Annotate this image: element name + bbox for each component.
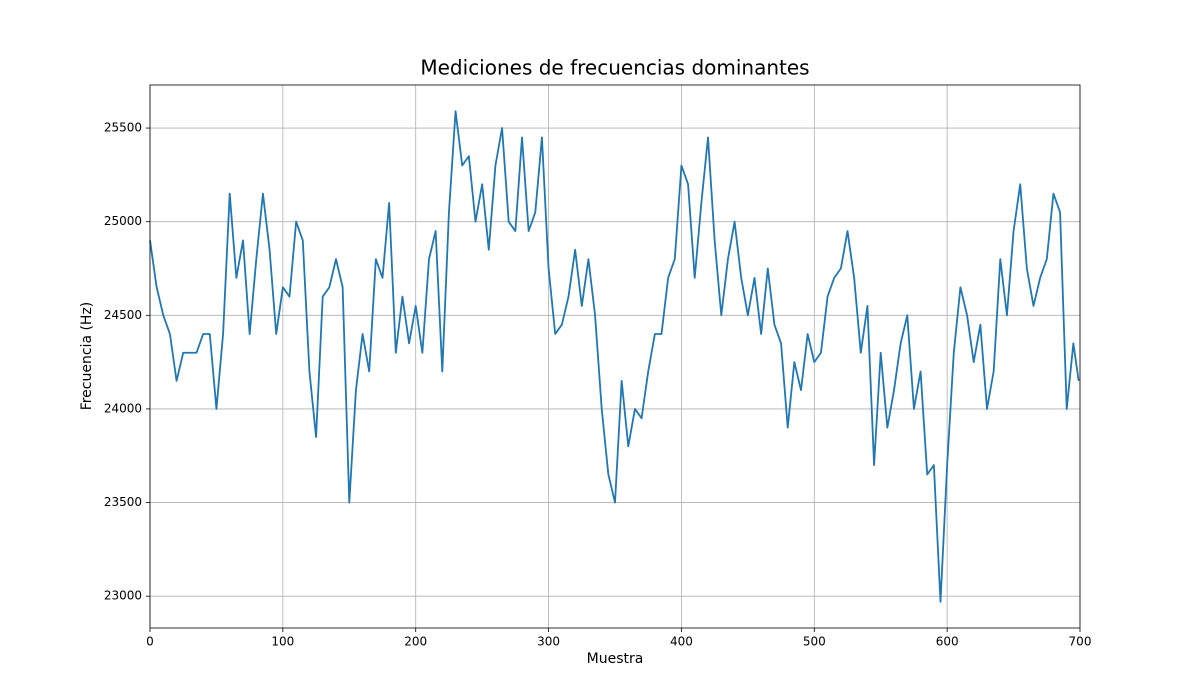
y-tick-label: 23000 bbox=[104, 589, 142, 603]
y-tick-label: 24000 bbox=[104, 401, 142, 415]
x-axis-label: Muestra bbox=[587, 651, 644, 667]
chart-title: Mediciones de frecuencias dominantes bbox=[420, 56, 809, 80]
plot-frame bbox=[149, 84, 1081, 629]
x-tick-label: 500 bbox=[803, 635, 826, 649]
x-tick-label: 300 bbox=[537, 635, 560, 649]
y-tick-label: 24500 bbox=[104, 308, 142, 322]
y-tick-label: 23500 bbox=[104, 495, 142, 509]
x-tick-label: 200 bbox=[404, 635, 427, 649]
data-line bbox=[149, 110, 1080, 603]
x-tick-label: 600 bbox=[936, 635, 959, 649]
x-tick-label: 100 bbox=[271, 635, 294, 649]
x-tick-label: 400 bbox=[670, 635, 693, 649]
y-axis-label: Frecuencia (Hz) bbox=[79, 302, 95, 411]
y-tick-label: 25500 bbox=[104, 121, 142, 135]
y-tick-label: 25000 bbox=[104, 214, 142, 228]
x-tick-label: 700 bbox=[1069, 635, 1092, 649]
x-tick-label: 0 bbox=[146, 635, 154, 649]
